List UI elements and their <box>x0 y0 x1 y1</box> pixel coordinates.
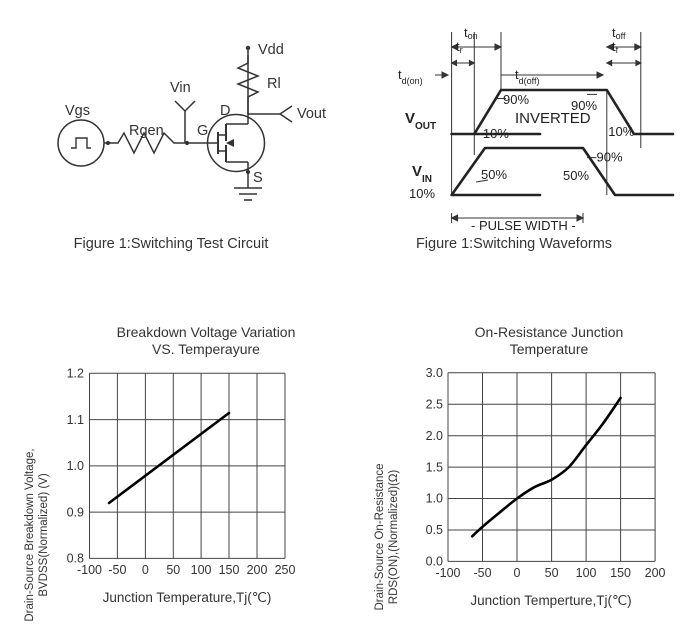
svg-text:0.9: 0.9 <box>67 505 84 519</box>
svg-text:-50: -50 <box>473 566 491 580</box>
svg-text:Vin: Vin <box>170 80 191 96</box>
svg-text:10%: 10% <box>483 126 509 141</box>
svg-text:VIN: VIN <box>412 163 432 185</box>
svg-text:Temperature: Temperature <box>510 341 589 357</box>
svg-text:td(off): td(off) <box>515 67 539 86</box>
svg-text:-100: -100 <box>77 563 102 577</box>
svg-text:50%: 50% <box>563 168 589 183</box>
svg-text:- PULSE WIDTH -: - PULSE WIDTH - <box>471 218 576 233</box>
svg-text:Vgs: Vgs <box>65 103 90 119</box>
svg-text:Vout: Vout <box>297 106 326 122</box>
svg-text:tr: tr <box>456 39 463 55</box>
svg-text:1.0: 1.0 <box>67 459 84 473</box>
svg-text:Junction Temperture,Tj(℃): Junction Temperture,Tj(℃) <box>470 593 631 608</box>
svg-text:200: 200 <box>247 563 268 577</box>
svg-text:ton: ton <box>464 25 478 41</box>
svg-text:0.5: 0.5 <box>426 523 443 537</box>
svg-text:10%: 10% <box>409 186 435 201</box>
svg-text:3.0: 3.0 <box>426 366 443 380</box>
svg-text:Junction Temperature,Tj(℃): Junction Temperature,Tj(℃) <box>103 590 272 605</box>
svg-text:0: 0 <box>514 566 521 580</box>
svg-text:10%: 10% <box>608 124 634 139</box>
svg-text:250: 250 <box>275 563 296 577</box>
svg-text:On-Resistance Junction: On-Resistance Junction <box>475 324 624 340</box>
svg-text:Figure 1:Switching Waveforms: Figure 1:Switching Waveforms <box>416 236 612 252</box>
svg-text:tf: tf <box>612 39 619 55</box>
svg-text:50: 50 <box>545 566 559 580</box>
svg-text:0: 0 <box>142 563 149 577</box>
svg-text:Drain-Source On-Resistance: Drain-Source On-Resistance <box>374 463 386 610</box>
svg-text:BVDSS(Normalized) (V): BVDSS(Normalized) (V) <box>38 473 50 596</box>
svg-text:Vdd: Vdd <box>258 42 284 58</box>
svg-text:100: 100 <box>576 566 597 580</box>
svg-text:2.0: 2.0 <box>426 429 443 443</box>
svg-text:VOUT: VOUT <box>405 110 436 132</box>
svg-text:50%: 50% <box>481 167 507 182</box>
svg-text:Breakdown Voltage Variation: Breakdown Voltage Variation <box>117 324 296 340</box>
svg-text:90%: 90% <box>597 150 623 165</box>
svg-text:Drain-Source Breakdown Voltage: Drain-Source Breakdown Voltage, <box>24 448 36 621</box>
svg-text:td(on): td(on) <box>398 67 423 86</box>
svg-text:2.5: 2.5 <box>426 397 443 411</box>
svg-text:D: D <box>220 103 230 119</box>
svg-text:90%: 90% <box>503 92 529 107</box>
svg-text:S: S <box>253 170 263 186</box>
svg-text:150: 150 <box>219 563 240 577</box>
svg-text:Figure 1:Switching Test Circui: Figure 1:Switching Test Circuit <box>74 236 269 252</box>
svg-text:100: 100 <box>191 563 212 577</box>
svg-text:RDS(ON),(Normalized)(Ω): RDS(ON),(Normalized)(Ω) <box>388 470 400 605</box>
svg-text:150: 150 <box>610 566 631 580</box>
svg-text:1.0: 1.0 <box>426 492 443 506</box>
svg-text:50: 50 <box>166 563 180 577</box>
svg-text:1.1: 1.1 <box>67 413 84 427</box>
svg-text:G: G <box>197 123 208 139</box>
svg-text:200: 200 <box>645 566 666 580</box>
svg-text:1.5: 1.5 <box>426 460 443 474</box>
svg-text:-100: -100 <box>435 566 460 580</box>
svg-text:-50: -50 <box>108 563 126 577</box>
svg-text:INVERTED: INVERTED <box>515 110 591 127</box>
svg-text:Rgen: Rgen <box>129 123 164 139</box>
svg-text:1.2: 1.2 <box>67 367 84 381</box>
svg-text:VS. Temperayure: VS. Temperayure <box>152 341 260 357</box>
svg-text:Rl: Rl <box>267 76 281 92</box>
